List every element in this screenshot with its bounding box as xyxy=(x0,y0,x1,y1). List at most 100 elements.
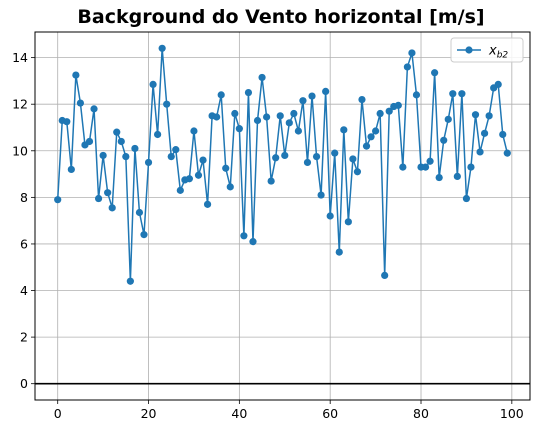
data-point xyxy=(144,158,153,167)
x-tick-label: 80 xyxy=(413,406,429,421)
data-point xyxy=(294,127,302,135)
data-point xyxy=(231,109,239,118)
data-point xyxy=(485,112,493,120)
data-point xyxy=(154,130,162,139)
data-point xyxy=(253,116,262,125)
data-point xyxy=(303,158,312,167)
data-point xyxy=(190,127,198,135)
x-tick-label: 20 xyxy=(141,406,157,421)
plot-frame xyxy=(34,31,531,401)
data-point xyxy=(67,165,75,174)
data-point xyxy=(471,111,480,119)
data-point xyxy=(290,109,298,118)
data-point xyxy=(499,130,507,139)
data-point xyxy=(494,80,502,89)
data-point xyxy=(72,71,80,79)
data-point xyxy=(249,238,257,246)
data-point xyxy=(104,189,112,197)
data-point xyxy=(362,142,371,150)
data-point xyxy=(222,164,230,172)
data-point xyxy=(108,204,116,212)
data-point xyxy=(185,175,194,183)
data-point xyxy=(276,112,284,120)
data-point xyxy=(281,151,289,160)
data-point xyxy=(421,163,430,171)
data-point xyxy=(431,69,439,77)
data-point xyxy=(263,113,271,121)
data-point xyxy=(90,105,98,113)
data-point xyxy=(213,113,221,121)
data-point xyxy=(172,146,180,154)
data-point xyxy=(435,173,443,182)
data-point xyxy=(131,144,139,153)
data-point xyxy=(99,151,107,160)
data-point xyxy=(312,153,321,161)
data-point xyxy=(176,186,184,194)
data-point xyxy=(240,232,248,240)
data-point xyxy=(122,153,130,161)
data-point xyxy=(113,128,121,136)
chart-title: Background do Vento horizontal [m/s] xyxy=(77,6,484,28)
data-point xyxy=(117,137,125,146)
data-point xyxy=(399,163,407,171)
data-point xyxy=(349,155,357,163)
y-tick-label: 0 xyxy=(20,376,28,391)
legend: xb2 xyxy=(450,37,524,63)
data-point xyxy=(158,44,166,52)
data-point xyxy=(367,133,375,141)
data-point xyxy=(480,129,489,137)
data-point xyxy=(444,115,452,123)
data-point xyxy=(358,95,366,104)
data-point xyxy=(272,154,280,162)
data-point xyxy=(426,157,434,165)
data-point xyxy=(449,90,457,98)
data-point xyxy=(285,119,293,127)
data-point xyxy=(194,171,203,179)
data-point xyxy=(217,91,225,99)
x-tick-label: 100 xyxy=(500,406,524,421)
legend-label: xb2 xyxy=(488,44,508,61)
y-tick-label: 12 xyxy=(12,97,28,112)
data-point xyxy=(199,156,207,164)
data-point xyxy=(331,149,339,157)
data-point xyxy=(503,149,511,157)
data-point xyxy=(63,118,71,126)
data-point xyxy=(258,73,266,82)
data-point xyxy=(167,153,175,161)
y-tick-label: 14 xyxy=(12,50,28,65)
data-point xyxy=(335,248,343,256)
series-layer xyxy=(54,44,511,285)
data-point xyxy=(244,88,253,97)
y-tick-label: 8 xyxy=(20,190,28,205)
data-point xyxy=(344,218,352,226)
legend-marker xyxy=(465,46,473,54)
data-point xyxy=(458,90,466,98)
data-point xyxy=(308,92,316,100)
data-point xyxy=(385,107,393,115)
data-point xyxy=(76,99,85,107)
data-point xyxy=(203,200,212,208)
data-point xyxy=(299,97,307,105)
data-point xyxy=(140,231,148,239)
data-point xyxy=(371,127,380,135)
data-point xyxy=(126,277,134,285)
data-point xyxy=(326,212,334,220)
data-point xyxy=(440,136,448,144)
y-tick-label: 6 xyxy=(20,236,28,251)
data-point xyxy=(403,63,411,71)
data-point xyxy=(235,125,243,133)
data-point xyxy=(54,196,62,204)
data-point xyxy=(267,177,275,185)
data-point xyxy=(317,191,325,199)
data-point xyxy=(322,87,330,95)
data-point xyxy=(412,91,421,99)
data-point xyxy=(340,126,348,134)
x-tick-label: 0 xyxy=(54,406,62,421)
data-point xyxy=(94,194,103,203)
data-point xyxy=(353,168,362,176)
y-tick-label: 2 xyxy=(20,330,28,345)
legend-box xyxy=(450,37,524,63)
data-point xyxy=(226,183,234,191)
y-tick-label: 4 xyxy=(20,283,28,298)
data-point xyxy=(453,172,461,181)
